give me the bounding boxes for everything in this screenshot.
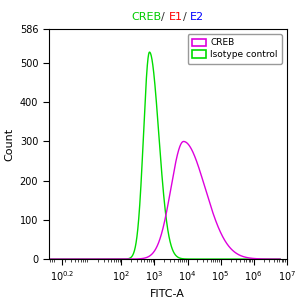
Text: CREB: CREB <box>131 12 161 22</box>
X-axis label: FITC-A: FITC-A <box>150 289 185 299</box>
Text: E1: E1 <box>169 12 183 22</box>
Legend: CREB, Isotype control: CREB, Isotype control <box>188 34 282 64</box>
Text: E2: E2 <box>190 12 204 22</box>
Text: /: / <box>161 12 169 22</box>
Text: /: / <box>183 12 190 22</box>
Y-axis label: Count: Count <box>4 128 14 161</box>
